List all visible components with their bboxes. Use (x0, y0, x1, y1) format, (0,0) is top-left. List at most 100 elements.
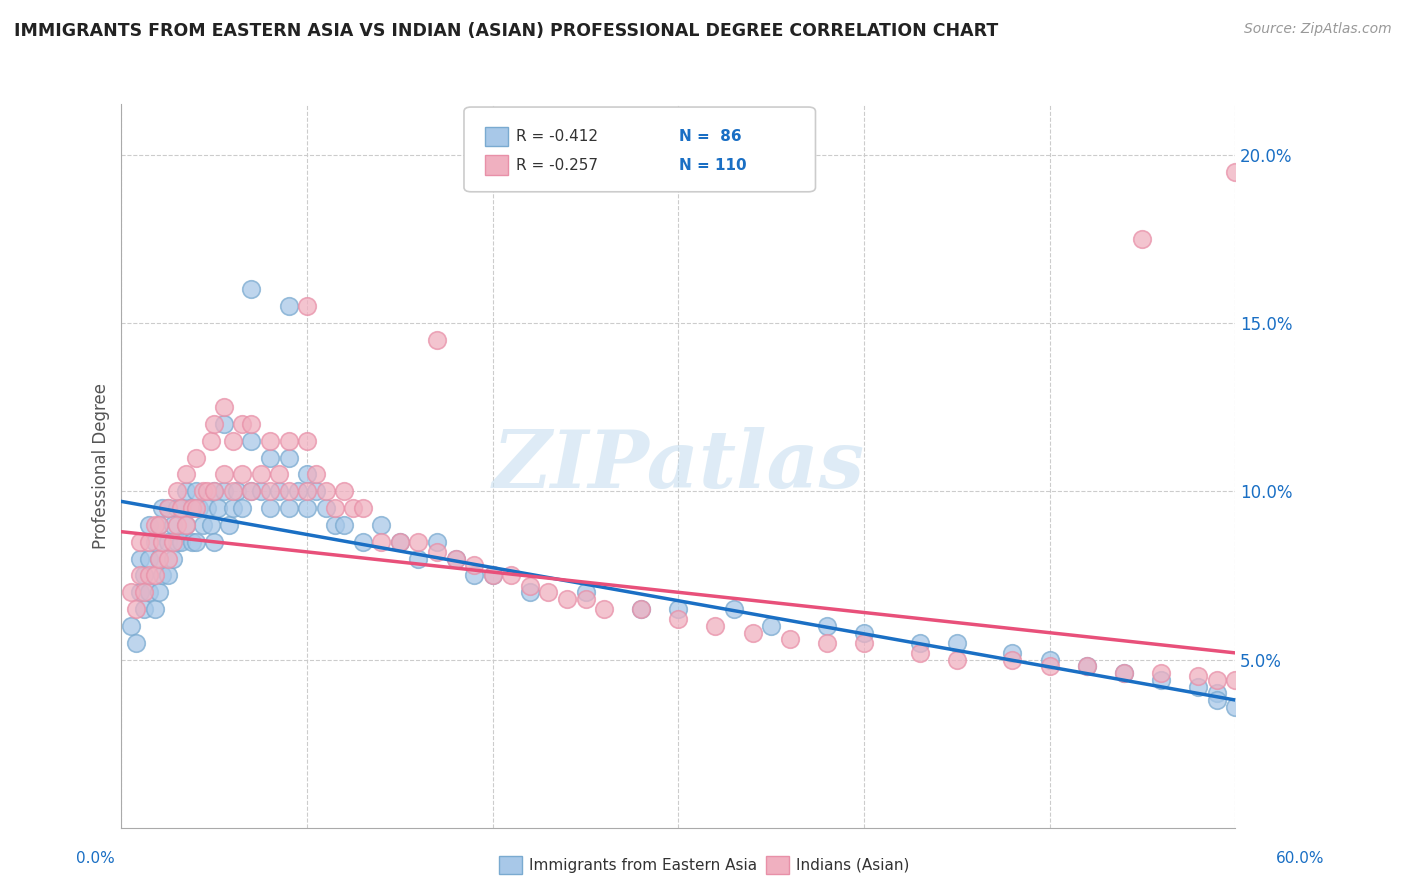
Point (945, 636, 967, 650)
Point (630, 602, 652, 616)
Point (138, 534, 160, 549)
Point (231, 417, 253, 431)
Point (181, 501, 204, 516)
Point (295, 299, 318, 313)
Point (240, 417, 263, 431)
Point (129, 568, 152, 582)
Point (240, 484, 263, 499)
Point (388, 534, 411, 549)
Point (723, 602, 745, 616)
Point (200, 518, 222, 533)
Point (370, 518, 392, 533)
Point (1225, 164, 1247, 178)
Point (815, 619, 838, 633)
Point (426, 534, 449, 549)
Point (323, 518, 346, 533)
Point (195, 501, 218, 516)
Point (666, 612, 689, 626)
Point (1076, 659, 1098, 673)
Point (162, 534, 184, 549)
Point (120, 619, 142, 633)
Point (148, 551, 170, 566)
Y-axis label: Professional Degree: Professional Degree (93, 383, 110, 549)
Point (138, 551, 160, 566)
Point (200, 434, 222, 448)
Point (207, 501, 229, 516)
Point (1187, 680, 1209, 694)
Point (388, 534, 411, 549)
Point (1039, 652, 1062, 666)
Point (704, 619, 727, 633)
Point (463, 558, 485, 573)
Point (323, 501, 346, 516)
Point (156, 501, 179, 516)
Point (150, 568, 173, 582)
Point (143, 534, 166, 549)
Point (277, 299, 299, 313)
Point (1112, 666, 1135, 681)
Point (408, 551, 430, 566)
Point (222, 501, 245, 516)
Point (156, 551, 179, 566)
Text: R = -0.257: R = -0.257 (516, 158, 598, 172)
Point (277, 484, 299, 499)
Point (501, 568, 523, 582)
Point (1076, 659, 1098, 673)
Point (1001, 646, 1024, 660)
Point (143, 568, 166, 582)
Text: Indians (Asian): Indians (Asian) (796, 858, 910, 872)
Point (315, 484, 337, 499)
Point (759, 619, 782, 633)
Point (176, 467, 198, 482)
Point (148, 585, 170, 599)
Point (463, 568, 485, 582)
Point (188, 501, 211, 516)
Point (184, 534, 207, 549)
Point (1150, 673, 1173, 687)
Point (259, 501, 281, 516)
Text: N = 110: N = 110 (679, 158, 747, 172)
Point (166, 534, 188, 549)
Point (1132, 232, 1154, 246)
Point (202, 484, 225, 499)
Point (481, 568, 503, 582)
Point (574, 585, 596, 599)
Text: Source: ZipAtlas.com: Source: ZipAtlas.com (1244, 22, 1392, 37)
Point (370, 534, 392, 549)
Point (125, 636, 148, 650)
Point (222, 434, 245, 448)
Point (240, 484, 263, 499)
Point (1112, 666, 1135, 681)
Point (852, 625, 875, 640)
Point (138, 585, 160, 599)
Point (132, 568, 155, 582)
Point (1187, 669, 1209, 683)
Point (129, 551, 152, 566)
Point (259, 484, 281, 499)
Point (184, 450, 207, 465)
Point (1225, 673, 1247, 687)
Point (1225, 699, 1247, 714)
Point (170, 501, 193, 516)
Point (426, 333, 449, 347)
Point (225, 484, 247, 499)
Point (408, 534, 430, 549)
Point (212, 400, 235, 414)
Text: R = -0.412: R = -0.412 (516, 129, 598, 144)
Point (181, 534, 204, 549)
Point (908, 636, 931, 650)
Point (181, 501, 204, 516)
Point (426, 545, 449, 559)
Point (333, 518, 356, 533)
Point (277, 450, 299, 465)
Point (150, 501, 173, 516)
Point (148, 518, 170, 533)
Point (162, 518, 184, 533)
Point (574, 592, 596, 607)
Point (143, 602, 166, 616)
Point (162, 551, 184, 566)
Point (240, 434, 263, 448)
Point (277, 501, 299, 516)
Point (295, 434, 318, 448)
Point (1039, 659, 1062, 673)
